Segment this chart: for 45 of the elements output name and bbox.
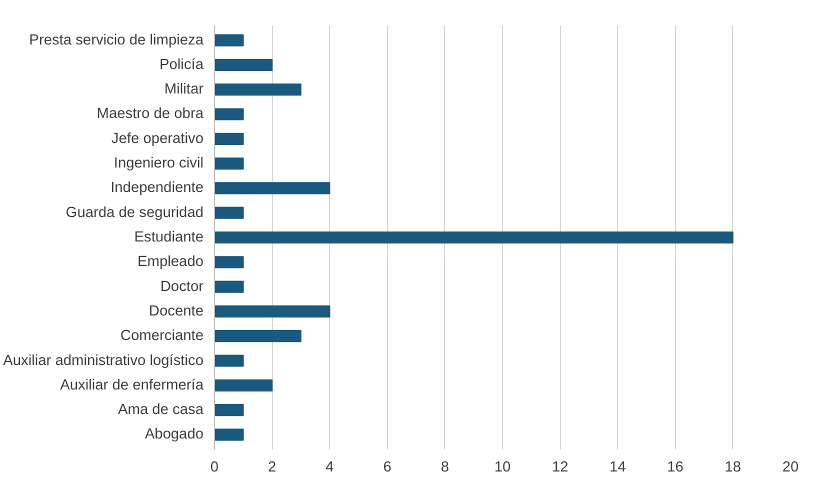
bar — [214, 158, 244, 170]
bar — [214, 428, 244, 441]
x-tick-label: 14 — [610, 460, 626, 476]
y-tick-label: Maestro de obra — [96, 106, 204, 122]
x-tick-label: 4 — [326, 460, 334, 476]
y-tick-label: Comerciante — [120, 328, 204, 344]
y-tick-label: Jefe operativo — [111, 130, 204, 147]
bar — [214, 108, 244, 120]
y-tick-label: Presta servicio de limpieza — [29, 32, 204, 48]
x-tick-label: 8 — [440, 460, 449, 476]
bar — [214, 404, 244, 416]
bar — [214, 206, 244, 219]
bar — [214, 280, 244, 293]
y-tick-label: Auxiliar de enfermería — [60, 377, 204, 394]
bar — [214, 305, 330, 318]
y-tick-label: Independiente — [110, 180, 204, 196]
bar — [214, 34, 244, 46]
x-tick-label: 10 — [494, 460, 511, 476]
x-tick-label: 6 — [383, 460, 392, 476]
y-tick-label: Docente — [148, 303, 204, 320]
x-tick-label: 12 — [552, 460, 568, 476]
y-tick-label: Militar — [164, 82, 204, 98]
x-tick-label: 20 — [782, 460, 799, 476]
x-tick-label: 16 — [667, 460, 684, 476]
bar — [214, 256, 244, 268]
bar — [214, 379, 273, 392]
bar — [214, 330, 302, 342]
bar — [214, 354, 244, 367]
y-tick-label: Guarda de seguridad — [66, 204, 204, 221]
y-tick-label: Ama de casa — [118, 402, 204, 418]
y-tick-label: Empleado — [138, 254, 204, 270]
y-tick-label: Doctor — [160, 278, 204, 295]
bar — [214, 182, 330, 194]
y-tick-label: Estudiante — [134, 230, 204, 246]
y-tick-label: Auxiliar administrativo logístico — [3, 352, 204, 369]
bar — [214, 231, 734, 244]
y-tick-label: Ingeniero civil — [114, 156, 204, 172]
bar — [214, 58, 273, 71]
y-tick-label: Policía — [160, 56, 204, 73]
x-tick-label: 2 — [268, 460, 276, 476]
x-tick-label: 0 — [210, 460, 219, 476]
bar — [214, 84, 302, 96]
bar — [214, 132, 244, 145]
y-tick-label: Abogado — [144, 426, 204, 443]
x-tick-label: 18 — [724, 460, 742, 476]
